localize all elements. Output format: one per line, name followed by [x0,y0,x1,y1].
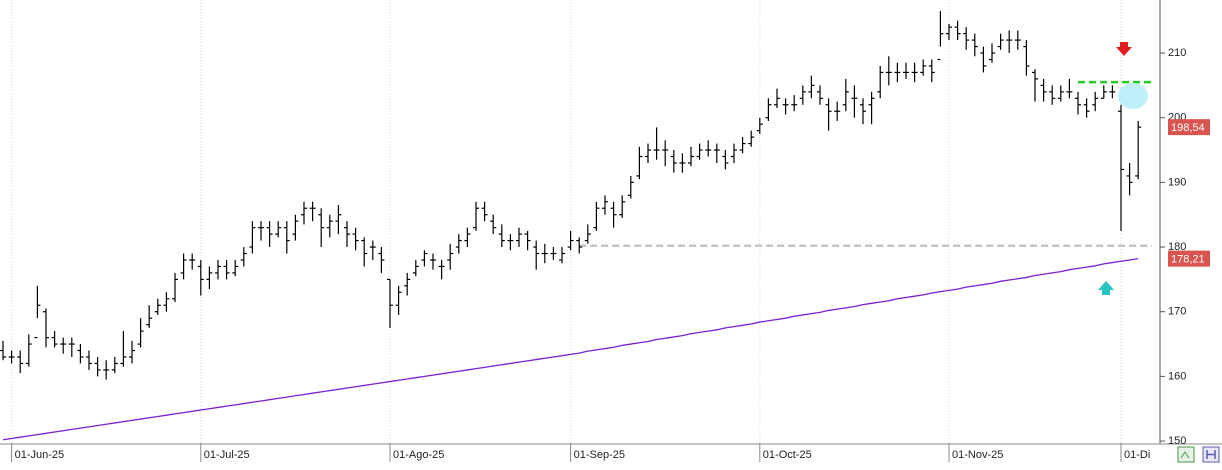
moving-average-line [2,257,1139,441]
y-tick-label: 180 [1168,241,1186,253]
sell-arrow [1116,42,1132,56]
x-tick-label: 01-Jul-25 [204,449,250,461]
x-tick-label: 01-Jun-25 [15,449,65,461]
x-tick-label: 01-Ago-25 [393,449,444,461]
y-tick-label: 190 [1168,176,1186,188]
zoom-glyph [1180,451,1190,459]
price-tag-label: 198,54 [1171,122,1205,134]
x-tick-label: 01-Nov-25 [952,449,1003,461]
y-tick-label: 150 [1168,435,1186,447]
price-tag [1168,250,1210,267]
x-tick-label: 01-Oct-25 [763,449,812,461]
y-tick-label: 170 [1168,306,1186,318]
highlight-circle [1118,83,1148,109]
x-tick-label: 01-Di [1124,449,1150,461]
save-glyph [1206,450,1216,459]
price-tag-label: 178,21 [1171,254,1205,266]
x-tick-label: 01-Sep-25 [574,449,625,461]
y-tick-label: 160 [1168,370,1186,382]
price-tag [1168,119,1210,136]
buy-arrow [1098,281,1114,295]
y-tick-label: 210 [1168,47,1186,59]
zoom-icon[interactable] [1177,446,1195,463]
